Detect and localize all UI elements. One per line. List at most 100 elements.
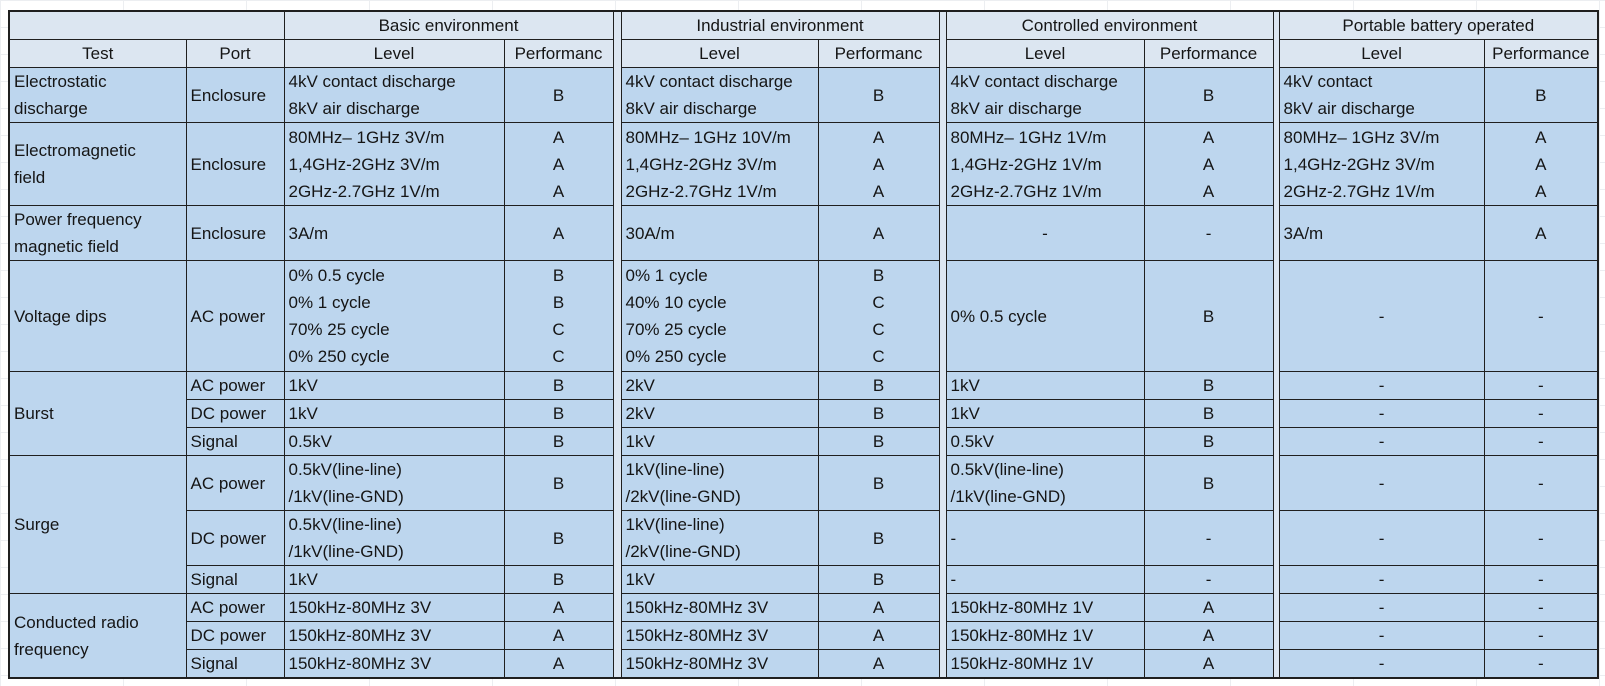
cell-burst-dc-portable-perf[interactable]: - xyxy=(1483,399,1599,428)
cell-burst-signal-basic-perf[interactable]: B xyxy=(503,427,614,456)
cell-crf-signal-basic-perf[interactable]: A xyxy=(503,649,614,679)
col-header-level-industrial[interactable]: Level xyxy=(620,39,819,68)
cell-esd-controlled-level[interactable]: 4kV contact discharge 8kV air discharge xyxy=(945,67,1145,123)
cell-burst-signal-portable-perf[interactable]: - xyxy=(1483,427,1599,456)
cell-surge-ac-portable-level[interactable]: - xyxy=(1278,455,1485,511)
cell-burst-dc-basic-perf[interactable]: B xyxy=(503,399,614,428)
cell-pfmf-controlled-perf[interactable]: - xyxy=(1143,205,1274,261)
cell-pfmf-industrial-perf[interactable]: A xyxy=(817,205,940,261)
cell-crf-ac-portable-level[interactable]: - xyxy=(1278,593,1485,622)
cell-burst-ac-controlled-level[interactable]: 1kV xyxy=(945,371,1145,400)
cell-surge-signal-controlled-perf[interactable]: - xyxy=(1143,565,1274,594)
cell-surge-signal-basic-level[interactable]: 1kV xyxy=(283,565,505,594)
cell-emf-port[interactable]: Enclosure xyxy=(185,122,285,206)
cell-crf-ac-industrial-perf[interactable]: A xyxy=(817,593,940,622)
cell-vdips-test[interactable]: Voltage dips xyxy=(8,260,187,372)
corner-cell[interactable] xyxy=(8,10,285,40)
cell-burst-signal-controlled-perf[interactable]: B xyxy=(1143,427,1274,456)
group-header-industrial[interactable]: Industrial environment xyxy=(620,10,940,40)
cell-pfmf-basic-level[interactable]: 3A/m xyxy=(283,205,505,261)
cell-vdips-industrial-level[interactable]: 0% 1 cycle 40% 10 cycle 70% 25 cycle 0% … xyxy=(620,260,819,372)
cell-crf-dc-industrial-perf[interactable]: A xyxy=(817,621,940,650)
cell-burst-ac-basic-perf[interactable]: B xyxy=(503,371,614,400)
cell-crf-ac-portable-perf[interactable]: - xyxy=(1483,593,1599,622)
col-header-port[interactable]: Port xyxy=(185,39,285,68)
cell-crf-ac-controlled-level[interactable]: 150kHz-80MHz 1V xyxy=(945,593,1145,622)
cell-vdips-controlled-perf[interactable]: B xyxy=(1143,260,1274,372)
cell-emf-controlled-perf[interactable]: A A A xyxy=(1143,122,1274,206)
cell-surge-ac-basic-perf[interactable]: B xyxy=(503,455,614,511)
cell-burst-ac-portable-level[interactable]: - xyxy=(1278,371,1485,400)
cell-crf-signal-portable-level[interactable]: - xyxy=(1278,649,1485,679)
cell-crf-ac-port[interactable]: AC power xyxy=(185,593,285,622)
cell-crf-signal-controlled-perf[interactable]: A xyxy=(1143,649,1274,679)
cell-burst-ac-controlled-perf[interactable]: B xyxy=(1143,371,1274,400)
cell-surge-dc-controlled-perf[interactable]: - xyxy=(1143,510,1274,566)
cell-burst-dc-basic-level[interactable]: 1kV xyxy=(283,399,505,428)
cell-crf-signal-industrial-level[interactable]: 150kHz-80MHz 3V xyxy=(620,649,819,679)
cell-surge-dc-basic-level[interactable]: 0.5kV(line-line) /1kV(line-GND) xyxy=(283,510,505,566)
cell-surge-signal-industrial-level[interactable]: 1kV xyxy=(620,565,819,594)
cell-surge-ac-industrial-level[interactable]: 1kV(line-line) /2kV(line-GND) xyxy=(620,455,819,511)
cell-esd-portable-perf[interactable]: B xyxy=(1483,67,1599,123)
cell-burst-dc-port[interactable]: DC power xyxy=(185,399,285,428)
cell-crf-signal-basic-level[interactable]: 150kHz-80MHz 3V xyxy=(283,649,505,679)
cell-surge-dc-industrial-level[interactable]: 1kV(line-line) /2kV(line-GND) xyxy=(620,510,819,566)
cell-burst-signal-port[interactable]: Signal xyxy=(185,427,285,456)
cell-surge-test[interactable]: Surge xyxy=(8,455,187,594)
cell-surge-ac-basic-level[interactable]: 0.5kV(line-line) /1kV(line-GND) xyxy=(283,455,505,511)
cell-pfmf-port[interactable]: Enclosure xyxy=(185,205,285,261)
cell-pfmf-industrial-level[interactable]: 30A/m xyxy=(620,205,819,261)
cell-surge-ac-port[interactable]: AC power xyxy=(185,455,285,511)
cell-crf-signal-controlled-level[interactable]: 150kHz-80MHz 1V xyxy=(945,649,1145,679)
cell-emf-controlled-level[interactable]: 80MHz– 1GHz 1V/m 1,4GHz-2GHz 1V/m 2GHz-2… xyxy=(945,122,1145,206)
col-header-level-portable[interactable]: Level xyxy=(1278,39,1485,68)
cell-crf-signal-port[interactable]: Signal xyxy=(185,649,285,679)
cell-vdips-basic-perf[interactable]: B B C C xyxy=(503,260,614,372)
cell-pfmf-basic-perf[interactable]: A xyxy=(503,205,614,261)
cell-crf-ac-basic-level[interactable]: 150kHz-80MHz 3V xyxy=(283,593,505,622)
cell-vdips-portable-level[interactable]: - xyxy=(1278,260,1485,372)
cell-surge-dc-industrial-perf[interactable]: B xyxy=(817,510,940,566)
cell-esd-controlled-perf[interactable]: B xyxy=(1143,67,1274,123)
cell-crf-dc-controlled-perf[interactable]: A xyxy=(1143,621,1274,650)
cell-pfmf-controlled-level[interactable]: - xyxy=(945,205,1145,261)
cell-burst-signal-controlled-level[interactable]: 0.5kV xyxy=(945,427,1145,456)
group-header-controlled[interactable]: Controlled environment xyxy=(945,10,1274,40)
cell-burst-signal-industrial-perf[interactable]: B xyxy=(817,427,940,456)
cell-surge-ac-controlled-level[interactable]: 0.5kV(line-line) /1kV(line-GND) xyxy=(945,455,1145,511)
cell-surge-signal-portable-level[interactable]: - xyxy=(1278,565,1485,594)
cell-pfmf-portable-perf[interactable]: A xyxy=(1483,205,1599,261)
cell-crf-dc-port[interactable]: DC power xyxy=(185,621,285,650)
cell-burst-ac-portable-perf[interactable]: - xyxy=(1483,371,1599,400)
cell-pfmf-test[interactable]: Power frequency magnetic field xyxy=(8,205,187,261)
cell-vdips-basic-level[interactable]: 0% 0.5 cycle 0% 1 cycle 70% 25 cycle 0% … xyxy=(283,260,505,372)
cell-emf-industrial-perf[interactable]: A A A xyxy=(817,122,940,206)
cell-esd-basic-level[interactable]: 4kV contact discharge 8kV air discharge xyxy=(283,67,505,123)
cell-crf-ac-basic-perf[interactable]: A xyxy=(503,593,614,622)
cell-burst-test[interactable]: Burst xyxy=(8,371,187,456)
cell-crf-signal-portable-perf[interactable]: - xyxy=(1483,649,1599,679)
group-header-portable[interactable]: Portable battery operated xyxy=(1278,10,1599,40)
cell-surge-dc-portable-perf[interactable]: - xyxy=(1483,510,1599,566)
cell-pfmf-portable-level[interactable]: 3A/m xyxy=(1278,205,1485,261)
cell-surge-dc-portable-level[interactable]: - xyxy=(1278,510,1485,566)
cell-surge-signal-portable-perf[interactable]: - xyxy=(1483,565,1599,594)
cell-burst-dc-industrial-level[interactable]: 2kV xyxy=(620,399,819,428)
cell-crf-signal-industrial-perf[interactable]: A xyxy=(817,649,940,679)
cell-crf-dc-basic-perf[interactable]: A xyxy=(503,621,614,650)
cell-burst-ac-port[interactable]: AC power xyxy=(185,371,285,400)
cell-crf-dc-basic-level[interactable]: 150kHz-80MHz 3V xyxy=(283,621,505,650)
cell-esd-test[interactable]: Electrostatic discharge xyxy=(8,67,187,123)
cell-crf-dc-industrial-level[interactable]: 150kHz-80MHz 3V xyxy=(620,621,819,650)
cell-crf-test[interactable]: Conducted radio frequency xyxy=(8,593,187,679)
cell-burst-dc-industrial-perf[interactable]: B xyxy=(817,399,940,428)
cell-esd-portable-level[interactable]: 4kV contact 8kV air discharge xyxy=(1278,67,1485,123)
cell-vdips-port[interactable]: AC power xyxy=(185,260,285,372)
cell-vdips-industrial-perf[interactable]: B C C C xyxy=(817,260,940,372)
cell-emf-basic-perf[interactable]: A A A xyxy=(503,122,614,206)
cell-surge-signal-industrial-perf[interactable]: B xyxy=(817,565,940,594)
cell-esd-basic-perf[interactable]: B xyxy=(503,67,614,123)
cell-surge-ac-portable-perf[interactable]: - xyxy=(1483,455,1599,511)
cell-surge-dc-controlled-level[interactable]: - xyxy=(945,510,1145,566)
